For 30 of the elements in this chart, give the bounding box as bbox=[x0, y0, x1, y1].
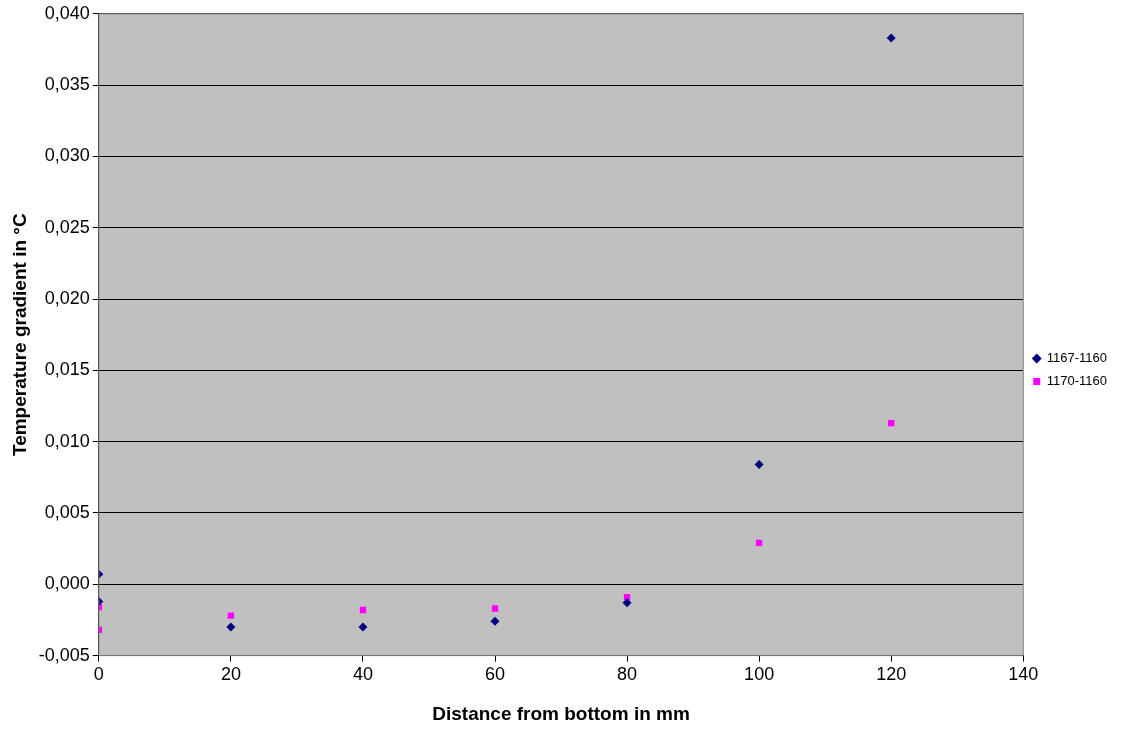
point bbox=[227, 612, 235, 619]
point bbox=[491, 605, 499, 612]
x-tick-label: 120 bbox=[876, 664, 907, 685]
point bbox=[754, 459, 764, 469]
x-axis-title: Distance from bottom in mm bbox=[432, 702, 690, 724]
x-tick-label: 20 bbox=[220, 664, 241, 685]
x-tick-label: 100 bbox=[744, 664, 775, 685]
y-tick-label: 0,010 bbox=[44, 430, 90, 451]
point bbox=[358, 622, 368, 632]
y-tick-label: -0,005 bbox=[38, 644, 90, 665]
point bbox=[886, 33, 896, 43]
y-tick-label: 0,020 bbox=[44, 288, 90, 309]
y-tick-label: 0,025 bbox=[44, 216, 90, 237]
x-tick-label: 0 bbox=[93, 664, 104, 685]
x-tick-label: 80 bbox=[617, 664, 638, 685]
y-tick-label: 0,000 bbox=[44, 573, 90, 594]
y-axis-title: Temperature gradient in °C bbox=[8, 213, 30, 457]
y-tick-label: 0,005 bbox=[44, 501, 90, 522]
y-tick-label: 0,040 bbox=[44, 2, 90, 23]
point bbox=[226, 622, 236, 632]
x-tick-label: 60 bbox=[485, 664, 506, 685]
y-tick-label: 0,015 bbox=[44, 359, 90, 380]
y-tick-label: 0,035 bbox=[44, 74, 90, 95]
legend-label: 1167-1160 bbox=[1046, 350, 1108, 366]
point bbox=[490, 616, 500, 626]
x-tick-label: 140 bbox=[1008, 664, 1039, 685]
legend-label: 1170-1160 bbox=[1046, 373, 1108, 389]
y-tick-label: 0,030 bbox=[44, 145, 90, 166]
point bbox=[622, 598, 632, 608]
x-tick-label: 40 bbox=[352, 664, 373, 685]
